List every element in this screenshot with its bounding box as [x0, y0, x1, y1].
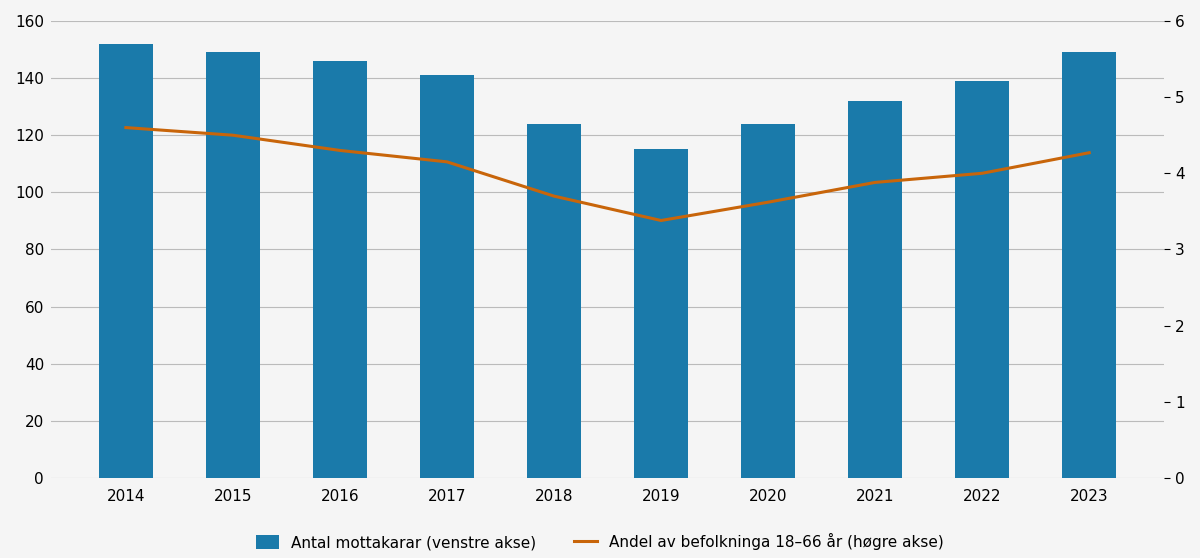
- Andel av befolkninga 18–66 år (høgre akse): [761, 199, 775, 205]
- Legend: Antal mottakarar (venstre akse), Andel av befolkninga 18–66 år (høgre akse): Antal mottakarar (venstre akse), Andel a…: [256, 533, 944, 550]
- Andel av befolkninga 18–66 år (høgre akse): [119, 124, 133, 131]
- Bar: [420, 75, 474, 478]
- Bar: [635, 150, 688, 478]
- Andel av befolkninga 18–66 år (høgre akse): [547, 193, 562, 199]
- Bar: [955, 81, 1009, 478]
- Bar: [742, 124, 794, 478]
- Andel av befolkninga 18–66 år (høgre akse): [654, 217, 668, 224]
- Bar: [100, 44, 152, 478]
- Andel av befolkninga 18–66 år (høgre akse): [1082, 150, 1097, 156]
- Andel av befolkninga 18–66 år (høgre akse): [439, 158, 454, 165]
- Andel av befolkninga 18–66 år (høgre akse): [974, 170, 989, 177]
- Andel av befolkninga 18–66 år (høgre akse): [226, 132, 240, 138]
- Bar: [527, 124, 581, 478]
- Bar: [313, 61, 367, 478]
- Andel av befolkninga 18–66 år (høgre akse): [868, 179, 882, 186]
- Andel av befolkninga 18–66 år (høgre akse): [332, 147, 347, 154]
- Bar: [1062, 52, 1116, 478]
- Bar: [848, 101, 902, 478]
- Bar: [206, 52, 259, 478]
- Line: Andel av befolkninga 18–66 år (høgre akse): Andel av befolkninga 18–66 år (høgre aks…: [126, 128, 1090, 220]
